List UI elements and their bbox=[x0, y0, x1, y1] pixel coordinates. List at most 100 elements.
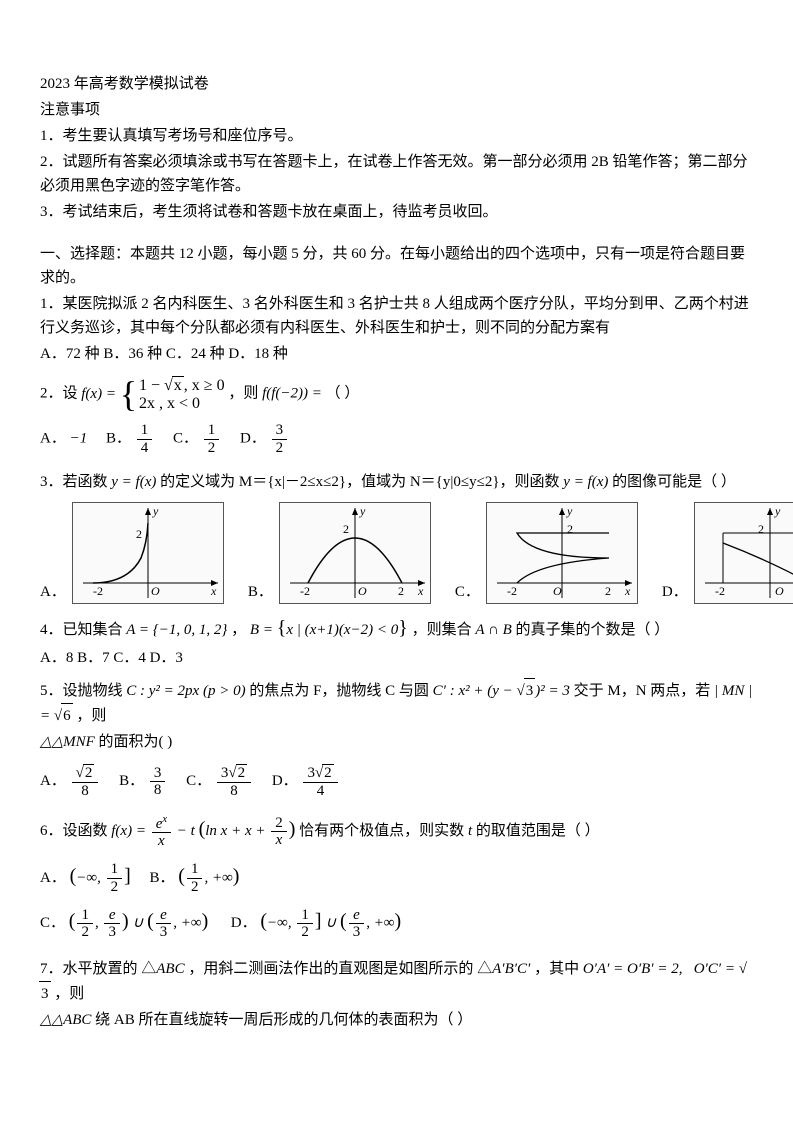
q7-d: ，则 bbox=[54, 986, 84, 1002]
q6-c-e-num: e bbox=[104, 907, 120, 925]
q7-c: ，其中 bbox=[534, 961, 579, 977]
graph-c: y 2 -2 O 2 x bbox=[486, 502, 638, 604]
q4-comma: ， bbox=[231, 622, 246, 638]
q6-2: 2 bbox=[271, 815, 287, 833]
q7-ABC: ABC bbox=[156, 961, 184, 977]
svg-text:2: 2 bbox=[758, 522, 764, 536]
q6: 6．设函数 f(x) = exx − t (ln x + x + 2x) 恰有两… bbox=[40, 813, 753, 850]
svg-text:x: x bbox=[210, 584, 217, 598]
q7-tri2: △ABC bbox=[52, 1012, 92, 1028]
q2-opt-d-label: D． bbox=[240, 431, 266, 447]
q3-b: 的定义域为 M＝{x|－2≤x≤2}，值域为 N＝{y|0≤y≤2}，则函数 bbox=[160, 474, 559, 490]
q2-fx: f(x) = bbox=[81, 386, 119, 402]
graph-d: y 2 -2 O 2 x bbox=[694, 502, 793, 604]
q6-b: 恰有两个极值点，则实数 bbox=[299, 823, 464, 839]
svg-text:-2: -2 bbox=[93, 584, 103, 598]
q6-paren-inner1: ln x + x + bbox=[205, 823, 269, 839]
svg-text:y: y bbox=[774, 504, 781, 518]
q6-a-inf: −∞, bbox=[76, 870, 104, 886]
q2-opt-c-label: C． bbox=[173, 431, 198, 447]
q5-b-den: 8 bbox=[150, 782, 166, 799]
q5-tri: △MNF bbox=[52, 734, 95, 750]
svg-text:2: 2 bbox=[605, 584, 611, 598]
svg-text:x: x bbox=[417, 584, 424, 598]
q5-a-root: 2 bbox=[83, 764, 95, 782]
q6-ex-sup: x bbox=[162, 814, 167, 825]
q6-over-x: x bbox=[152, 833, 171, 850]
notice-3: 3．考试结束后，考生须将试卷和答题卡放在桌面上，待监考员收回。 bbox=[40, 200, 753, 224]
q3-eq2: y = f(x) bbox=[563, 474, 608, 490]
q7-eq2-pre: O′C′ = bbox=[694, 961, 739, 977]
q5-opt-d-label: D． bbox=[272, 773, 298, 789]
q4-options: A．8 B．7 C．4 D．3 bbox=[40, 646, 753, 670]
notice-2: 2．试题所有答案必须填涂或书写在答题卡上，在试卷上作答无效。第一部分必须用 2B… bbox=[40, 150, 753, 198]
q6-c-2-den: 3 bbox=[156, 924, 172, 941]
q4-setB-inner: x | (x+1)(x−2) < 0 bbox=[286, 622, 398, 638]
q2-eval: f(f(−2)) = bbox=[262, 386, 322, 402]
q6-opt-c-label: C． bbox=[40, 915, 65, 931]
q6-a-den: 2 bbox=[107, 879, 123, 896]
q6-c-1-num: 1 bbox=[77, 907, 93, 925]
svg-text:-2: -2 bbox=[300, 584, 310, 598]
q4-setA: A = {−1, 0, 1, 2} bbox=[126, 622, 227, 638]
q6-c-e-den: 3 bbox=[104, 924, 120, 941]
q7-line2: △△ABC 绕 AB 所在直线旋转一周后形成的几何体的表面积为（ ） bbox=[40, 1008, 753, 1032]
q6-d-e-den: 3 bbox=[349, 924, 365, 941]
q3-opt-c-label: C． bbox=[455, 580, 480, 604]
q4-c: 的真子集的个数是（ ） bbox=[516, 622, 670, 638]
svg-text:-2: -2 bbox=[715, 584, 725, 598]
svg-text:O: O bbox=[775, 584, 784, 598]
q5-d-pre: 3 bbox=[307, 765, 315, 781]
svg-text:O: O bbox=[358, 584, 367, 598]
q7-eq1: O′A′ = O′B′ = 2, bbox=[583, 961, 683, 977]
q7-e: 绕 AB 所在直线旋转一周后形成的几何体的表面积为（ ） bbox=[95, 1012, 472, 1028]
q6-x2: x bbox=[271, 832, 287, 849]
q3-opt-d-label: D． bbox=[662, 580, 688, 604]
q5-d: ，则 bbox=[76, 708, 106, 724]
q2-opt-a-label: A． bbox=[40, 431, 66, 447]
q3-c: 的图像可能是（ ） bbox=[612, 474, 736, 490]
q5-opt-c-label: C． bbox=[186, 773, 211, 789]
q1-stem: 1．某医院拟派 2 名内科医生、3 名外科医生和 3 名护士共 8 人组成两个医… bbox=[40, 292, 753, 340]
q6-c-inf: , +∞ bbox=[173, 915, 201, 931]
q6-c-2-num: e bbox=[156, 907, 172, 925]
notice-1: 1．考生要认真填写考场号和座位序号。 bbox=[40, 124, 753, 148]
q5-c: 交于 M，N 两点，若 bbox=[574, 683, 711, 699]
q6-b-inf: , +∞ bbox=[204, 870, 232, 886]
q7: 7．水平放置的 △ABC ，用斜二测画法作出的直观图是如图所示的 △A′B′C′… bbox=[40, 957, 753, 1006]
q5-a-den: 8 bbox=[72, 783, 99, 800]
q6-options-ab: A． (−∞, 12] B． (12, +∞) bbox=[40, 860, 753, 896]
q5-c-den: 8 bbox=[217, 783, 251, 800]
svg-text:2: 2 bbox=[398, 584, 404, 598]
q5-c-root: 2 bbox=[236, 764, 248, 782]
svg-text:-2: -2 bbox=[507, 584, 517, 598]
q6-cup1: ∪ bbox=[129, 915, 147, 931]
q6-d-e-num: e bbox=[349, 907, 365, 925]
q2-head: 2．设 bbox=[40, 386, 78, 402]
svg-text:2: 2 bbox=[343, 522, 349, 536]
q1-options: A．72 种 B．36 种 C．24 种 D．18 种 bbox=[40, 342, 753, 366]
q3-a: 3．若函数 bbox=[40, 474, 108, 490]
svg-text:y: y bbox=[359, 504, 366, 518]
q2-opt-c-num: 1 bbox=[204, 422, 220, 440]
q4-setB-pre: B = bbox=[250, 622, 277, 638]
q5: 5．设抛物线 C : y² = 2px (p > 0) 的焦点为 F，抛物线 C… bbox=[40, 678, 753, 728]
graph-b: y 2 -2 O 2 x bbox=[279, 502, 431, 604]
q6-d-1-num: 1 bbox=[297, 907, 313, 925]
q6-b-den: 2 bbox=[187, 879, 203, 896]
q5-opt-b-label: B． bbox=[119, 773, 144, 789]
q6-opt-b-label: B． bbox=[150, 870, 175, 886]
q6-fx: f(x) = bbox=[111, 823, 149, 839]
q5-d-den: 4 bbox=[303, 783, 337, 800]
svg-text:O: O bbox=[151, 584, 160, 598]
q2-opt-c-den: 2 bbox=[204, 440, 220, 457]
q5-a: 5．设抛物线 bbox=[40, 683, 123, 699]
q7-sqrt3b: 3 bbox=[39, 981, 51, 1006]
q2-piecewise: { 1 − √x, x ≥ 0 2x , x < 0 bbox=[120, 376, 225, 412]
svg-text:y: y bbox=[566, 504, 573, 518]
q4-AandB: A ∩ B bbox=[475, 622, 511, 638]
q7-b: ，用斜二测画法作出的直观图是如图所示的 △ bbox=[188, 961, 492, 977]
q6-d-inf: , +∞ bbox=[366, 915, 394, 931]
q2-opt-b-den: 4 bbox=[137, 440, 153, 457]
q5-b-num: 3 bbox=[150, 765, 166, 783]
